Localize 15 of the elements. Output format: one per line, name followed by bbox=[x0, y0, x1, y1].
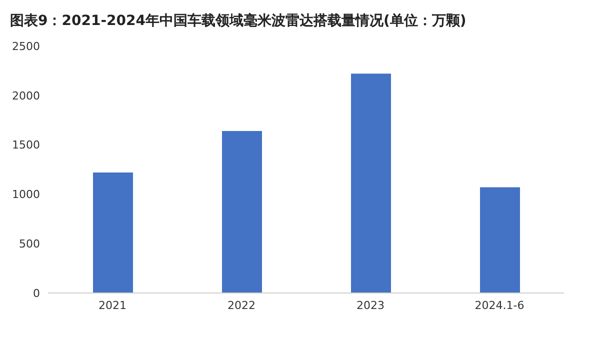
y-tick-label: 1500 bbox=[12, 138, 40, 152]
x-tick-label: 2021 bbox=[98, 298, 126, 312]
y-tick-label: 1000 bbox=[12, 188, 40, 202]
x-tick-label: 2023 bbox=[356, 298, 384, 312]
bar bbox=[480, 187, 520, 293]
y-tick-label: 2500 bbox=[12, 40, 40, 53]
bar bbox=[93, 172, 133, 293]
chart-title: 图表9：2021-2024年中国车载领域毫米波雷达搭载量情况(单位：万颗) bbox=[9, 12, 468, 31]
bar bbox=[351, 74, 391, 293]
y-tick-label: 500 bbox=[19, 238, 40, 251]
y-tick-label: 2000 bbox=[12, 89, 40, 102]
x-tick-label: 2022 bbox=[228, 298, 256, 312]
x-tick-label: 2024.1-6 bbox=[474, 298, 524, 312]
bar bbox=[222, 130, 262, 293]
y-tick-label: 0 bbox=[33, 286, 40, 300]
